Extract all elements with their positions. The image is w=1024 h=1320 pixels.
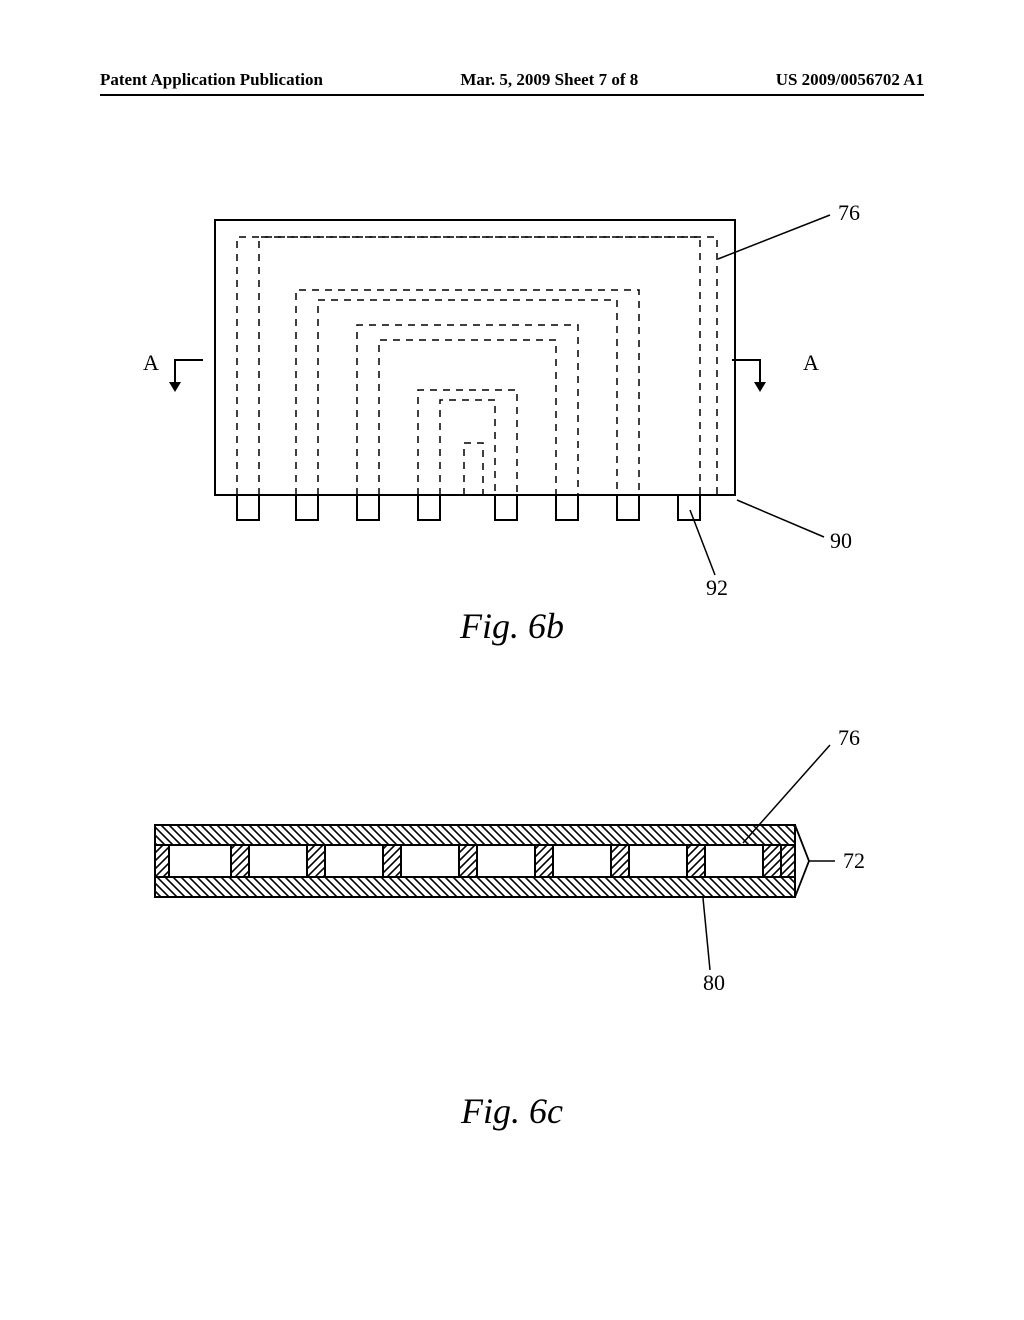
figure-6c [0,0,1024,1100]
ref-72-6c: 72 [843,848,865,874]
figure-6c-label: Fig. 6c [0,1090,1024,1132]
ref-80-6c: 80 [703,970,725,996]
ref-76-6c: 76 [838,725,860,751]
